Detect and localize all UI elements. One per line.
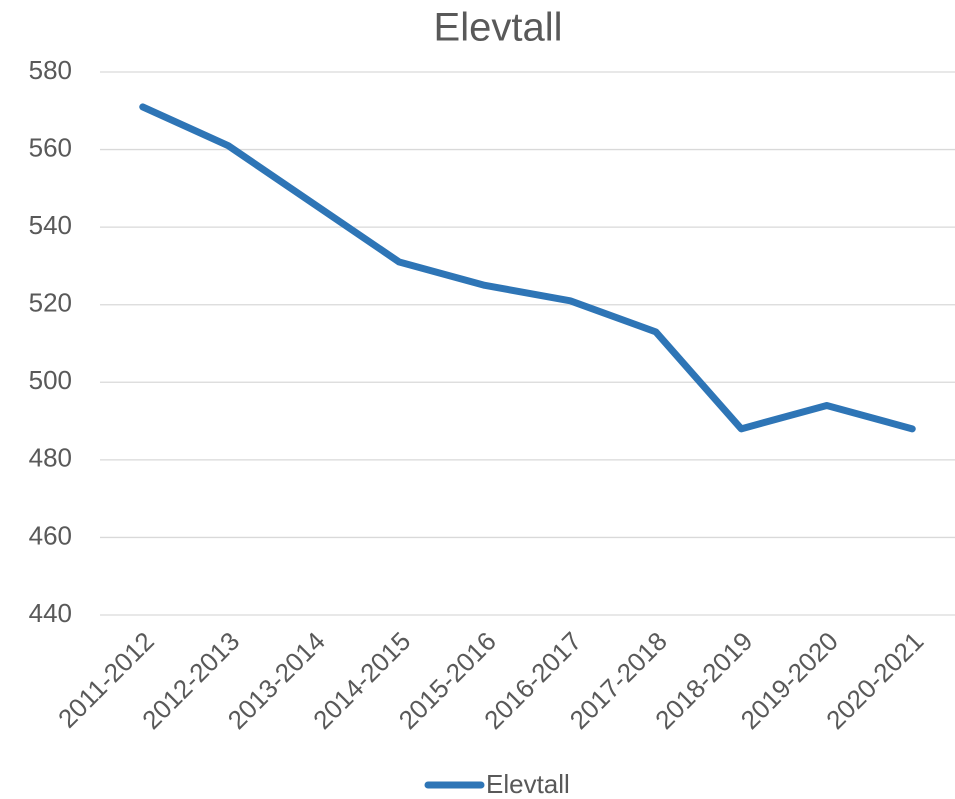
y-tick-label: 540 <box>29 210 72 240</box>
y-tick-label: 520 <box>29 288 72 318</box>
y-tick-label: 580 <box>29 55 72 85</box>
y-tick-label: 440 <box>29 598 72 628</box>
line-series <box>139 103 916 433</box>
legend-label: Elevtall <box>486 769 570 799</box>
y-tick-label: 500 <box>29 365 72 395</box>
y-tick-label: 480 <box>29 443 72 473</box>
y-tick-label: 460 <box>29 520 72 550</box>
chart-title: Elevtall <box>434 6 563 50</box>
y-tick-label: 560 <box>29 132 72 162</box>
